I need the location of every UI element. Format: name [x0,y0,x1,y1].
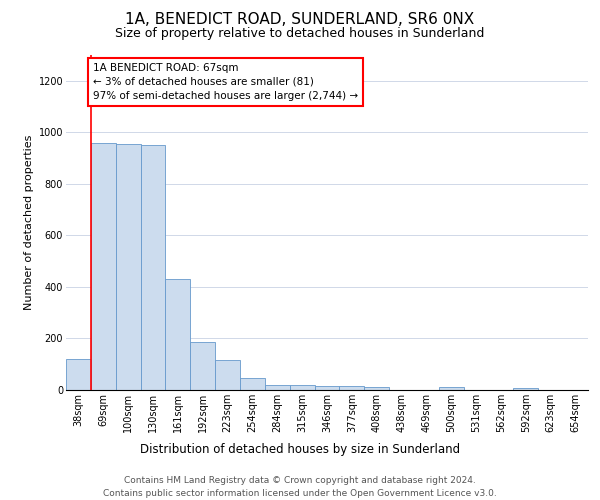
Y-axis label: Number of detached properties: Number of detached properties [25,135,34,310]
Bar [166,279,190,390]
Text: Contains public sector information licensed under the Open Government Licence v3: Contains public sector information licen… [103,489,497,498]
Bar [340,386,364,390]
Bar [215,360,240,390]
Bar [514,388,538,390]
Bar [290,386,314,390]
Bar [66,359,91,390]
Bar [116,144,140,390]
Bar [265,385,290,390]
Bar [314,386,340,390]
Bar [91,142,116,390]
Bar [190,342,215,390]
Bar [240,378,265,390]
Text: 1A, BENEDICT ROAD, SUNDERLAND, SR6 0NX: 1A, BENEDICT ROAD, SUNDERLAND, SR6 0NX [125,12,475,28]
Text: 1A BENEDICT ROAD: 67sqm
← 3% of detached houses are smaller (81)
97% of semi-det: 1A BENEDICT ROAD: 67sqm ← 3% of detached… [93,62,358,100]
Text: Contains HM Land Registry data © Crown copyright and database right 2024.: Contains HM Land Registry data © Crown c… [124,476,476,485]
Text: Size of property relative to detached houses in Sunderland: Size of property relative to detached ho… [115,28,485,40]
Text: Distribution of detached houses by size in Sunderland: Distribution of detached houses by size … [140,442,460,456]
Bar [364,387,389,390]
Bar [439,388,464,390]
Bar [140,145,166,390]
